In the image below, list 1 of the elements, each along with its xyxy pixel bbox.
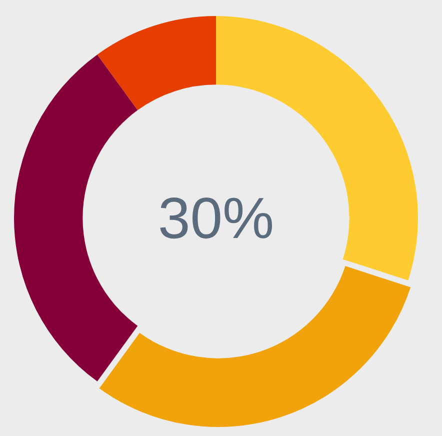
text: 30% [158, 184, 274, 252]
